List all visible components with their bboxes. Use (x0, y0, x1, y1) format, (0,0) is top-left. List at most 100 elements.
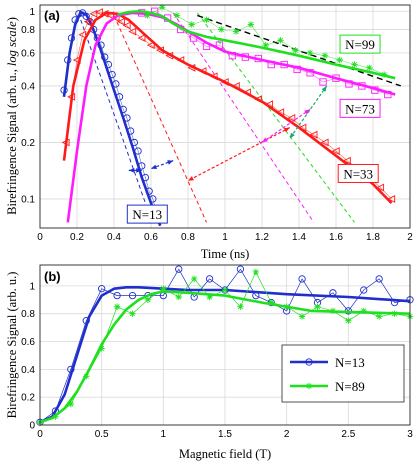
a-y-tick-label: 0.1 (21, 194, 35, 205)
b-y-tick-label: 0 (29, 421, 35, 432)
data-point (98, 345, 105, 352)
data-point (298, 313, 306, 320)
data-point (360, 286, 368, 294)
panel-a-frame (39, 4, 411, 229)
data-point (342, 156, 351, 165)
panel-a-series (60, 4, 396, 227)
data-point (221, 286, 229, 294)
data-point (220, 78, 229, 86)
data-point (331, 147, 340, 155)
a-x-tick-label: 0.4 (107, 232, 121, 243)
data-point (160, 285, 167, 292)
a-y-tick-label: 0.2 (21, 138, 35, 149)
arrow-shaft (150, 160, 174, 170)
a-x-tick-label: 1.8 (366, 232, 380, 243)
fit-line (39, 290, 411, 424)
legend-label: N=89 (335, 379, 365, 394)
data-point (387, 195, 396, 203)
legend-entry-n-89: N=89 (290, 379, 365, 394)
label-box (126, 204, 168, 224)
data-point (83, 17, 92, 26)
panel-a-tag: (a) (44, 8, 60, 23)
arrow-head (262, 137, 268, 143)
data-point (94, 8, 103, 17)
panel-b-frame (39, 264, 411, 426)
label-n-99: N=99 (339, 34, 381, 54)
data-point (190, 275, 198, 283)
data-point (237, 303, 244, 310)
fit-line (62, 10, 162, 227)
panel-a-y-axis-label-italic: log scale (5, 21, 19, 66)
fit-line (117, 10, 396, 80)
b-x-tick-label: 0.5 (95, 429, 109, 440)
panel-b-tick-labels: 0 0.5 1 1.5 2 2.5 3 0 0.2 0.4 0.6 0.8 1 (21, 281, 413, 440)
data-point (175, 293, 182, 301)
data-point (78, 30, 87, 39)
a-x-tick-label: 1.2 (255, 232, 269, 243)
arrow-shaft (289, 85, 328, 139)
data-point (113, 303, 121, 310)
legend-entry-n-13: N=13 (290, 355, 365, 370)
panel-b-y-axis-label: Birefringence Signal (arb. u.) (5, 272, 19, 419)
data-point (175, 265, 183, 273)
series-n-33 (61, 8, 396, 205)
label-box (337, 163, 379, 183)
legend-marker (305, 382, 313, 390)
tangent-line (196, 12, 355, 223)
panel-a-tick-labels: 0 0.2 0.4 0.6 0.8 1 1.2 1.4 1.6 1.8 2 0.1 0.2 0.4 0.6 0… (21, 7, 413, 243)
b-x-tick-label: 1 (161, 429, 167, 440)
label-text: N=73 (345, 101, 375, 116)
b-y-tick-label: 0.4 (21, 365, 35, 376)
panel-a: 0 0.2 0.4 0.6 0.8 1 1.2 1.4 1.6 1.8 2 0.1 0.2 0.4 0.6 0… (5, 4, 413, 261)
data-point (345, 317, 352, 324)
data-point (268, 299, 275, 306)
a-x-tick-label: 1.4 (292, 232, 306, 243)
b-y-tick-label: 0.2 (21, 393, 35, 404)
legend-marker (305, 358, 313, 366)
data-point (206, 293, 213, 301)
a-y-tick-label: 1 (29, 7, 35, 18)
b-x-tick-label: 2 (284, 429, 290, 440)
data-point (236, 265, 245, 273)
panel-a-y-axis-label-close: ) (5, 17, 19, 21)
label-text: N=13 (132, 207, 162, 222)
data-point (67, 400, 75, 408)
panel-b-x-axis-label: Magnetic field (T) (179, 447, 271, 461)
a-x-tick-label: 0 (37, 232, 43, 243)
b-x-tick-label: 3 (407, 429, 413, 440)
data-point (113, 291, 121, 300)
a-x-tick-label: 0.6 (144, 232, 158, 243)
a-x-tick-label: 1.6 (329, 232, 343, 243)
label-text: N=99 (345, 37, 375, 52)
label-n-73: N=73 (339, 98, 381, 118)
panel-b: 0 0.5 1 1.5 2 2.5 3 0 0.2 0.4 0.6 0.8 1 (b) Magnetic… (5, 264, 414, 461)
panel-a-x-axis-label: Time (ns) (201, 247, 250, 261)
a-x-tick-label: 1 (222, 232, 228, 243)
data-point (320, 138, 329, 147)
a-x-tick-label: 0.8 (181, 232, 195, 243)
data-point (128, 291, 137, 300)
data-point (122, 21, 131, 30)
data-point (314, 303, 321, 310)
b-x-tick-label: 0 (37, 429, 43, 440)
data-point (375, 275, 383, 283)
a-y-tick-label: 0.8 (21, 25, 35, 36)
tangent-line (113, 15, 207, 223)
tangent-line (80, 19, 146, 204)
fit-line (62, 11, 393, 205)
label-n-13: N=13 (126, 204, 168, 224)
label-box (339, 98, 381, 118)
arrow-tail-head (283, 127, 290, 133)
data-point (146, 41, 155, 50)
b-y-tick-label: 0.6 (21, 337, 35, 348)
data-trace (147, 6, 385, 75)
arrow-head (151, 164, 157, 169)
data-point (298, 275, 306, 283)
data-point (137, 34, 146, 42)
data-point (89, 9, 98, 18)
data-point (128, 27, 137, 36)
legend-label: N=13 (335, 355, 365, 370)
asymptote-line (197, 14, 402, 87)
data-point (82, 12, 90, 20)
data-point (376, 183, 385, 192)
